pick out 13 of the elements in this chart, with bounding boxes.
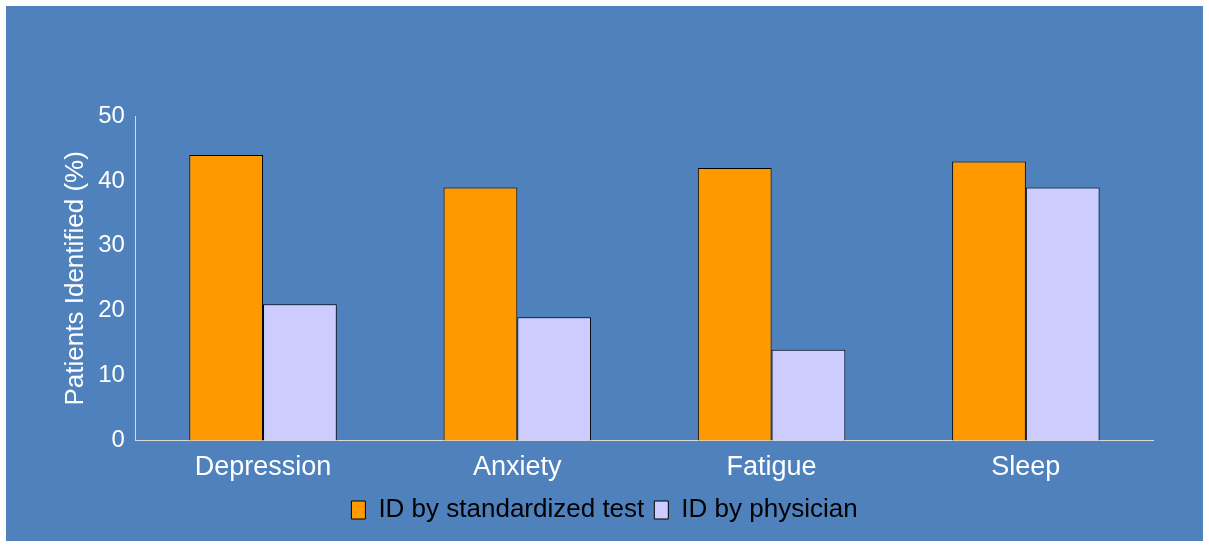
y-tick-label: 40: [98, 165, 125, 193]
x-tick-label: Sleep: [991, 451, 1061, 482]
x-tick-label: Anxiety: [473, 451, 563, 482]
y-tick-label: 30: [98, 230, 125, 258]
x-tick-label: Depression: [194, 451, 332, 482]
y-tick-label: 0: [111, 425, 125, 453]
y-tick-label: 50: [98, 100, 125, 128]
legend-label: ID by standardized test: [378, 493, 646, 524]
legend-label: ID by physician: [681, 493, 858, 524]
y-tick-label: 10: [98, 360, 125, 388]
y-tick-label: 20: [98, 295, 125, 323]
x-tick-label: Fatigue: [726, 451, 817, 482]
y-axis-title: Patients Identified (%): [58, 151, 89, 406]
